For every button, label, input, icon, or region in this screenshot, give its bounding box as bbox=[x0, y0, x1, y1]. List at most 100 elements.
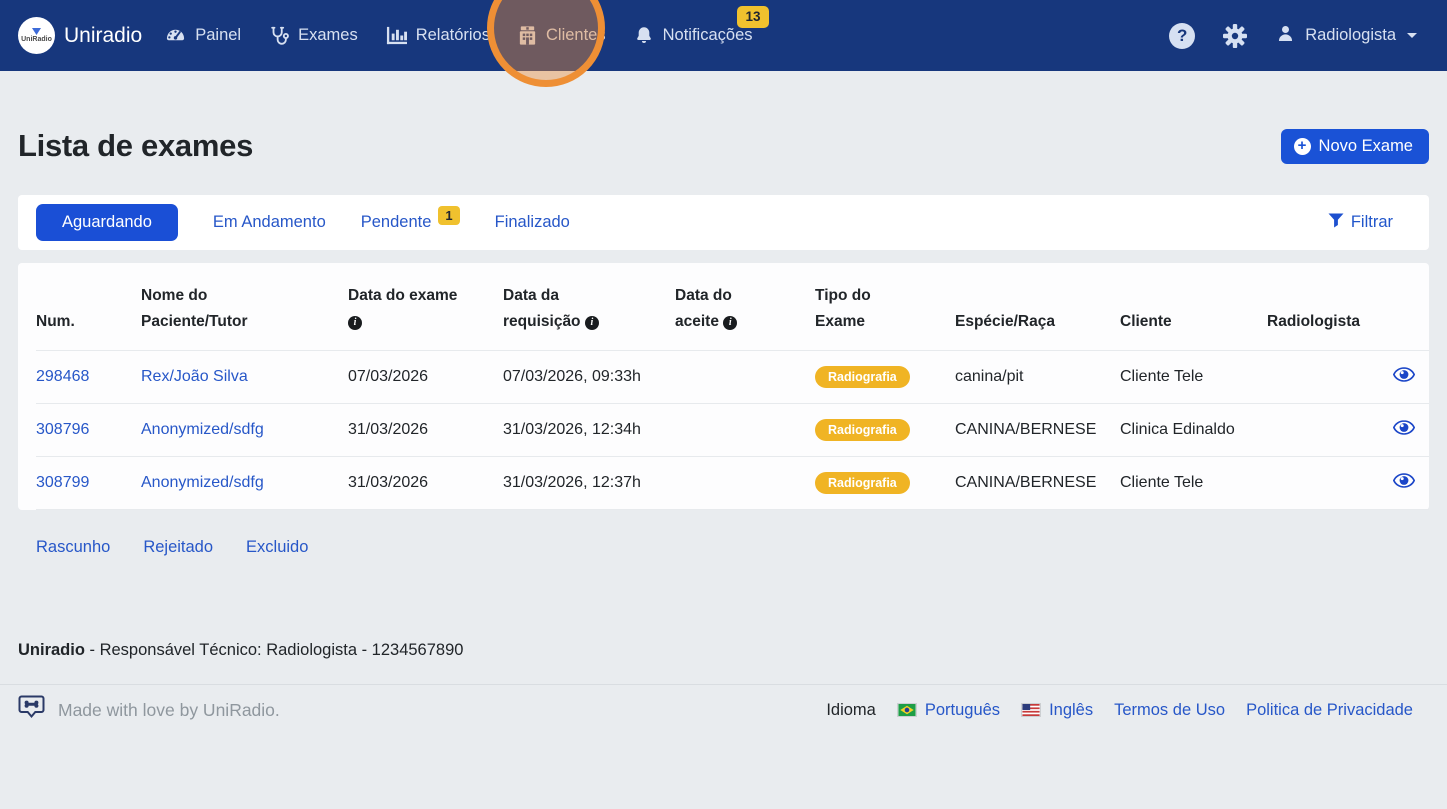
link-rascunho[interactable]: Rascunho bbox=[36, 538, 111, 556]
settings-gear-icon[interactable] bbox=[1222, 23, 1248, 49]
exam-number-link[interactable]: 298468 bbox=[36, 368, 90, 385]
tab-finalizado[interactable]: Finalizado bbox=[494, 213, 570, 231]
brand-name: Uniradio bbox=[64, 23, 143, 47]
uniradio-bone-logo-icon bbox=[18, 695, 45, 725]
nav-item-clientes[interactable]: Clientes bbox=[517, 25, 606, 46]
terms-of-use-link[interactable]: Termos de Uso bbox=[1114, 700, 1226, 719]
nav-item-relatorios[interactable]: Relatórios bbox=[385, 25, 490, 46]
col-header-patient: Nome do Paciente/Tutor bbox=[141, 287, 248, 330]
exam-number-link[interactable]: 308799 bbox=[36, 474, 90, 491]
user-icon bbox=[1275, 23, 1296, 49]
view-exam-eye-icon[interactable] bbox=[1392, 473, 1415, 488]
speedometer-icon bbox=[164, 25, 187, 46]
filter-button[interactable]: Filtrar bbox=[1328, 213, 1393, 233]
top-navbar: UniRadio Uniradio Painel Exames Relatóri… bbox=[0, 0, 1447, 71]
radiologist-cell bbox=[1267, 350, 1390, 404]
bell-icon bbox=[633, 25, 655, 47]
extra-status-links: Rascunho Rejeitado Excluido bbox=[36, 538, 1429, 557]
language-english[interactable]: Inglês bbox=[1021, 701, 1093, 720]
brand[interactable]: UniRadio Uniradio bbox=[18, 17, 142, 54]
bar-chart-icon bbox=[385, 25, 408, 46]
view-exam-eye-icon[interactable] bbox=[1392, 420, 1415, 435]
logo-mark-icon bbox=[32, 28, 41, 35]
client-cell: Cliente Tele bbox=[1120, 350, 1267, 404]
nav-item-label: Painel bbox=[195, 26, 242, 44]
col-header-radiologist: Radiologista bbox=[1267, 313, 1361, 330]
footer-bar: Made with love by UniRadio. Idioma Portu… bbox=[0, 684, 1447, 735]
nav-item-exames[interactable]: Exames bbox=[268, 25, 358, 47]
radiologist-cell bbox=[1267, 403, 1390, 457]
exam-type-badge: Radiografia bbox=[815, 419, 910, 441]
nav-item-label: Exames bbox=[298, 26, 358, 44]
tab-pendente[interactable]: Pendente 1 bbox=[361, 206, 460, 232]
link-excluido[interactable]: Excluido bbox=[246, 538, 309, 556]
accept-date-cell bbox=[675, 350, 815, 404]
exam-date-cell: 07/03/2026 bbox=[348, 350, 503, 404]
patient-link[interactable]: Anonymized/sdfg bbox=[141, 421, 264, 438]
table-row: 308799 Anonymized/sdfg 31/03/2026 31/03/… bbox=[36, 456, 1429, 510]
table-row: 298468 Rex/João Silva 07/03/2026 07/03/2… bbox=[36, 350, 1429, 404]
us-flag-icon bbox=[1021, 703, 1042, 717]
language-portuguese[interactable]: Português bbox=[896, 701, 1000, 720]
footer-links: Idioma Português Inglês Termos de Uso Po… bbox=[826, 701, 1413, 720]
nav-item-label: Notificações bbox=[662, 26, 753, 44]
exams-table: Num. Nome do Paciente/Tutor Data do exame… bbox=[36, 263, 1429, 510]
patient-link[interactable]: Anonymized/sdfg bbox=[141, 474, 264, 491]
help-icon[interactable]: ? bbox=[1169, 22, 1196, 49]
nav-item-painel[interactable]: Painel bbox=[164, 25, 241, 46]
exams-table-card: Num. Nome do Paciente/Tutor Data do exame… bbox=[18, 263, 1429, 510]
species-cell: CANINA/BERNESE bbox=[955, 403, 1120, 457]
col-header-actions bbox=[1390, 263, 1429, 351]
nav-item-label: Relatórios bbox=[415, 26, 490, 44]
col-header-client: Cliente bbox=[1120, 313, 1172, 330]
notifications-count-badge: 13 bbox=[737, 5, 769, 28]
accept-date-cell bbox=[675, 456, 815, 510]
nav-menu: Painel Exames Relatórios Clientes Notifi… bbox=[164, 5, 769, 47]
info-icon[interactable]: i bbox=[584, 316, 599, 330]
responsible-technician-info: Uniradio - Responsável Técnico: Radiolog… bbox=[18, 641, 464, 659]
info-icon[interactable]: i bbox=[348, 316, 362, 330]
user-menu[interactable]: Radiologista bbox=[1275, 23, 1417, 49]
link-rejeitado[interactable]: Rejeitado bbox=[143, 538, 214, 556]
nav-item-label: Clientes bbox=[546, 26, 606, 44]
made-with-love: Made with love by UniRadio. bbox=[18, 695, 280, 725]
hospital-icon bbox=[517, 25, 538, 46]
made-with-text: Made with love by UniRadio. bbox=[58, 699, 280, 720]
client-cell: Clinica Edinaldo bbox=[1120, 403, 1267, 457]
nav-item-notificacoes[interactable]: Notificações 13 bbox=[633, 5, 769, 47]
col-header-num: Num. bbox=[36, 313, 75, 330]
col-header-request-date: Data da requisição i bbox=[503, 263, 675, 351]
info-icon[interactable]: i bbox=[723, 316, 738, 330]
col-header-exam-date: Data do exame i bbox=[348, 287, 458, 330]
exam-date-cell: 31/03/2026 bbox=[348, 456, 503, 510]
brazil-flag-icon bbox=[896, 703, 917, 717]
request-date-cell: 07/03/2026, 09:33h bbox=[503, 350, 675, 404]
nav-right-group: ? bbox=[1169, 22, 1417, 49]
patient-link[interactable]: Rex/João Silva bbox=[141, 368, 248, 385]
user-label: Radiologista bbox=[1305, 26, 1396, 44]
exam-type-badge: Radiografia bbox=[815, 366, 910, 388]
stethoscope-icon bbox=[268, 25, 290, 47]
table-header-row: Num. Nome do Paciente/Tutor Data do exame… bbox=[36, 263, 1429, 351]
view-exam-eye-icon[interactable] bbox=[1392, 367, 1415, 382]
uniradio-logo: UniRadio bbox=[18, 17, 55, 54]
request-date-cell: 31/03/2026, 12:34h bbox=[503, 403, 675, 457]
tab-em-andamento[interactable]: Em Andamento bbox=[212, 213, 326, 231]
client-cell: Cliente Tele bbox=[1120, 456, 1267, 510]
species-cell: CANINA/BERNESE bbox=[955, 456, 1120, 510]
new-exam-button[interactable]: + Novo Exame bbox=[1280, 128, 1429, 164]
company-name: Uniradio bbox=[18, 641, 85, 659]
exam-type-badge: Radiografia bbox=[815, 472, 910, 494]
col-header-accept-date: Data do aceite i bbox=[675, 263, 815, 351]
status-tabs-bar: Aguardando Em Andamento Pendente 1 Finali… bbox=[18, 195, 1429, 250]
chevron-down-icon bbox=[1407, 33, 1417, 38]
logo-text: UniRadio bbox=[21, 36, 52, 43]
tab-aguardando[interactable]: Aguardando bbox=[36, 204, 178, 241]
request-date-cell: 31/03/2026, 12:37h bbox=[503, 456, 675, 510]
radiologist-cell bbox=[1267, 456, 1390, 510]
privacy-policy-link[interactable]: Politica de Privacidade bbox=[1246, 700, 1413, 719]
exam-date-cell: 31/03/2026 bbox=[348, 403, 503, 457]
main-content: Lista de exames + Novo Exame Aguardando … bbox=[0, 71, 1447, 660]
exam-number-link[interactable]: 308796 bbox=[36, 421, 90, 438]
plus-circle-icon: + bbox=[1293, 137, 1311, 155]
